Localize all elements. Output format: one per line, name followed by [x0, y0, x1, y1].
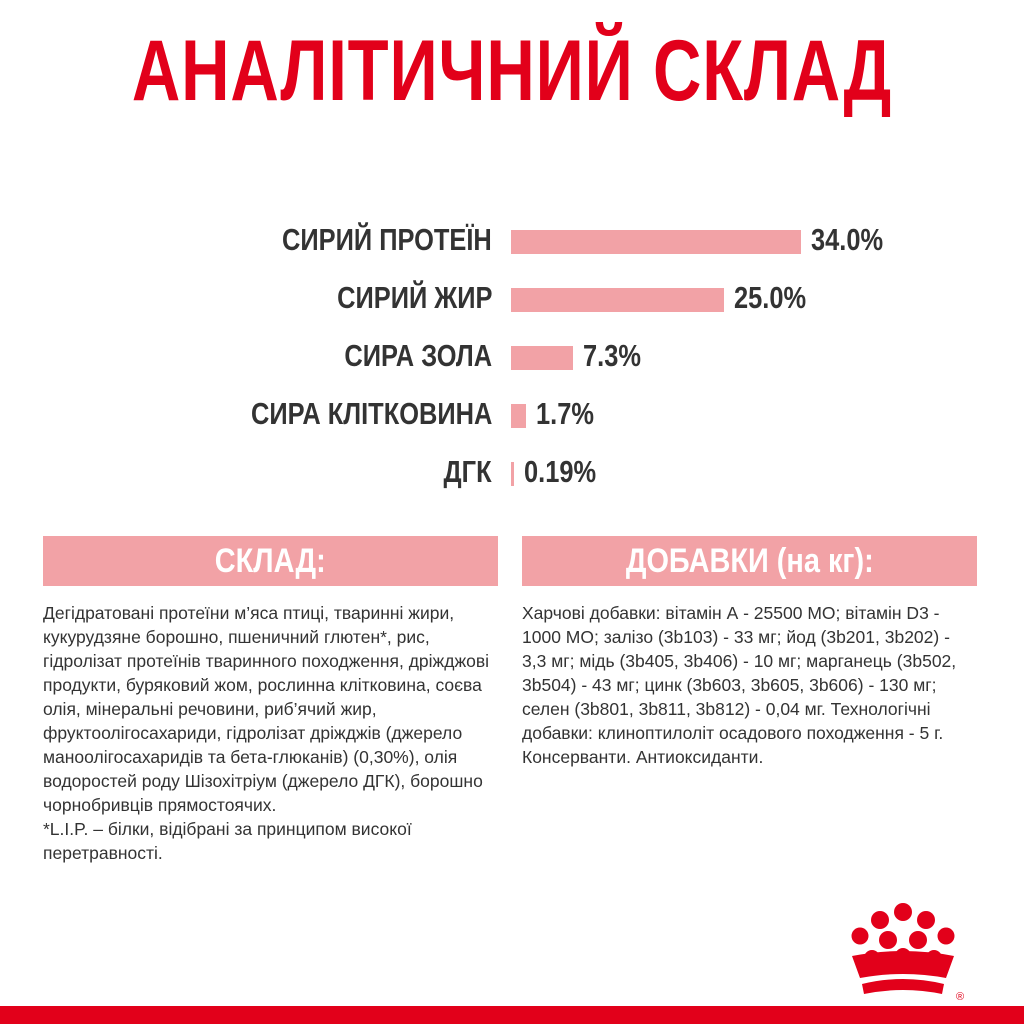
bar	[511, 404, 526, 428]
bar-value-label: 7.3%	[583, 338, 642, 373]
bar-category-label: СИРА ЗОЛА	[344, 338, 492, 373]
bar-row: ДГК 0.19%	[0, 444, 1024, 502]
bar-value-label: 34.0%	[811, 222, 884, 257]
bar-value-label: 25.0%	[734, 280, 807, 315]
bar	[511, 288, 725, 312]
composition-text: Дегідратовані протеїни м’яса птиці, твар…	[43, 601, 493, 865]
bar	[511, 462, 514, 486]
additives-paragraph: Харчові добавки: вітамін А - 25500 МО; в…	[522, 603, 957, 767]
bar-value-label: 1.7%	[535, 396, 594, 431]
bar-category-label: ДГК	[443, 454, 492, 489]
additives-header: ДОБАВКИ (на кг):	[522, 536, 977, 586]
bar	[511, 346, 574, 370]
additives-text: Харчові добавки: вітамін А - 25500 МО; в…	[522, 601, 972, 769]
registered-mark: ®	[956, 991, 964, 1003]
composition-footnote: *L.I.P. – білки, відібрані за принципом …	[43, 819, 412, 863]
bar	[511, 230, 801, 254]
crown-logo-icon: ®	[851, 903, 964, 1003]
composition-header: СКЛАД:	[43, 536, 498, 586]
bar-row: СИРИЙ ПРОТЕЇН 34.0%	[0, 212, 1024, 270]
composition-paragraph: Дегідратовані протеїни м’яса птиці, твар…	[43, 603, 490, 815]
composition-header-label: СКЛАД:	[215, 542, 326, 580]
bar-row: СИРА ЗОЛА 7.3%	[0, 328, 1024, 386]
additives-header-label: ДОБАВКИ (на кг):	[625, 542, 874, 580]
bar-value-label: 0.19%	[524, 454, 597, 489]
bar-category-label: СИРИЙ ПРОТЕЇН	[282, 222, 492, 257]
analytical-composition-chart: СИРИЙ ПРОТЕЇН 34.0% СИРИЙ ЖИР 25.0% СИРА ЗОЛ…	[0, 212, 1024, 512]
bottom-brand-bar	[0, 1006, 1024, 1024]
bar-category-label: СИРИЙ ЖИР	[336, 280, 492, 315]
bar-category-label: СИРА КЛІТКОВИНА	[250, 396, 492, 431]
bar-row: СИРИЙ ЖИР 25.0%	[0, 270, 1024, 328]
page-title: АНАЛІТИЧНИЙ СКЛАД	[131, 23, 893, 119]
bar-row: СИРА КЛІТКОВИНА 1.7%	[0, 386, 1024, 444]
